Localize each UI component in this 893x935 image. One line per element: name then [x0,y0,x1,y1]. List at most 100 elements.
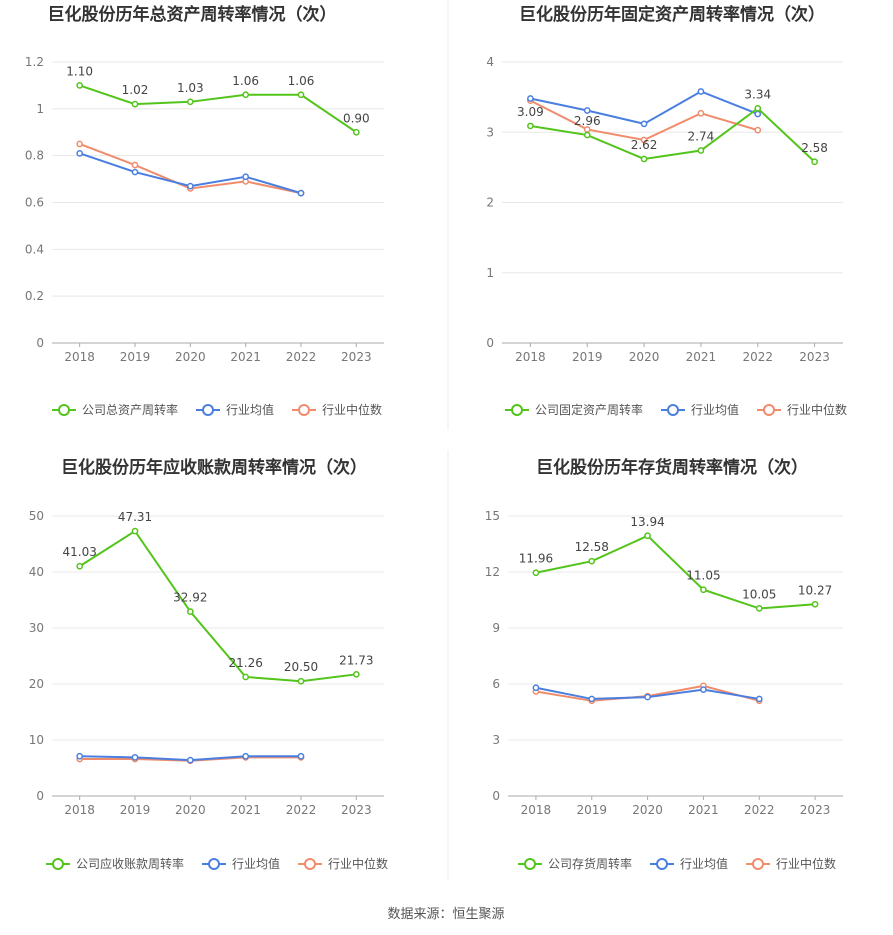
data-label: 10.27 [798,583,832,597]
data-label: 21.26 [228,656,262,670]
data-point-company [352,128,360,136]
x-tick-label: 2019 [120,803,151,817]
x-tick-label: 2022 [286,803,317,817]
data-point-company [242,673,250,681]
chart-title: 巨化股份历年存货周转率情况（次） [536,457,808,478]
legend-label: 行业中位数 [776,856,836,871]
y-tick-label: 10 [29,733,44,747]
data-point-median [697,109,705,117]
data-label: 3.34 [744,87,771,101]
data-label: 1.03 [177,81,204,95]
x-tick-label: 2020 [175,803,206,817]
data-label: 47.31 [118,510,152,524]
chart-panel-2: 巨化股份历年固定资产周转率情况（次） 0 1 2 3 4 2018 2019 2020 2021 2… [486,4,847,417]
x-tick-label: 2021 [230,803,261,817]
x-tick-label: 2023 [341,350,372,364]
data-label: 1.06 [288,74,315,88]
chart-title: 巨化股份历年应收账款周转率情况（次） [61,457,367,478]
x-tick-label: 2023 [800,803,831,817]
x-tick-label: 2018 [64,803,95,817]
data-label: 11.05 [686,569,720,583]
x-tick-label: 2020 [629,350,660,364]
x-tick-label: 2019 [576,803,607,817]
data-point-average [754,110,762,118]
data-point-company [297,91,305,99]
y-tick-label: 0.8 [25,149,44,163]
x-tick-label: 2022 [742,350,773,364]
legend-label: 公司总资产周转率 [82,402,178,417]
data-point-company [352,670,360,678]
source-note: 数据来源：恒生聚源 [387,907,504,922]
data-point-company [583,131,591,139]
data-label: 2.96 [574,114,601,128]
chart-panel-4: 巨化股份历年存货周转率情况（次） 0 3 6 9 12 15 2018 2019 2020 2021… [485,457,843,871]
y-tick-label: 2 [486,196,494,210]
x-tick-label: 2020 [175,350,206,364]
legend-marker [208,858,220,870]
y-tick-label: 1.2 [25,55,44,69]
x-tick-label: 2022 [744,803,775,817]
data-point-average [583,107,591,114]
data-label: 20.50 [284,660,318,674]
data-point-company [700,586,707,594]
data-label: 1.10 [66,64,93,78]
legend-marker [524,858,536,870]
y-tick-label: 6 [492,677,500,691]
y-tick-label: 50 [29,509,44,523]
series-line-company [535,534,816,610]
x-tick-label: 2019 [120,350,151,364]
data-label: 13.94 [630,515,664,529]
x-tick-label: 2022 [286,350,317,364]
data-point-company [755,605,763,612]
data-point-average [242,173,250,181]
legend-marker [511,404,523,416]
data-label: 2.62 [631,138,658,152]
legend-label: 公司固定资产周转率 [535,402,643,417]
legend-label: 行业均值 [680,856,728,871]
legend-item-company: 公司存货周转率 [518,856,632,871]
data-point-average [297,189,305,197]
legend-item-median: 行业中位数 [298,856,388,871]
chart-panel-1: 巨化股份历年总资产周转率情况（次） 0 0.2 0.4 0.6 0.8 1 1.2 2018 20… [25,4,384,417]
y-tick-label: 15 [485,509,500,523]
chart-title: 巨化股份历年固定资产周转率情况（次） [519,4,825,25]
legend-marker [52,858,64,870]
legend-item-company: 公司固定资产周转率 [505,402,643,417]
data-point-company [644,532,651,540]
y-tick-label: 20 [29,677,44,691]
data-label: 41.03 [62,545,96,559]
data-point-company [588,557,596,565]
chart-panel-3: 巨化股份历年应收账款周转率情况（次） 0 10 20 30 40 50 2018 2019 202… [29,457,388,871]
data-label: 1.06 [232,74,259,88]
data-point-company [131,527,139,535]
data-point-company [527,122,534,130]
series-line-company [530,107,816,163]
legend-label: 行业中位数 [328,856,388,871]
y-tick-label: 1 [36,102,44,116]
legend-item-average: 行业均值 [661,402,739,417]
data-point-company [76,562,84,570]
data-label: 0.90 [343,111,370,125]
y-tick-label: 9 [492,621,500,635]
legend-marker [304,858,316,870]
data-point-average [640,120,648,128]
legend-item-median: 行业中位数 [757,402,847,417]
x-tick-label: 2018 [515,350,546,364]
data-point-median [640,136,648,144]
legend-marker [58,404,70,416]
legend-marker [667,404,679,416]
data-point-average [131,168,139,176]
y-tick-label: 12 [485,565,500,579]
data-point-average [644,693,651,701]
data-point-average [242,752,250,760]
legend-item-average: 行业均值 [196,402,274,417]
x-tick-label: 2021 [686,350,717,364]
data-point-median [76,140,84,148]
data-point-company [297,677,305,685]
data-point-company [697,147,705,154]
y-tick-label: 0.6 [25,196,44,210]
data-point-average [131,754,139,761]
data-point-average [186,756,194,764]
legend-label: 行业中位数 [787,402,847,417]
chart-title: 巨化股份历年总资产周转率情况（次） [48,4,337,25]
